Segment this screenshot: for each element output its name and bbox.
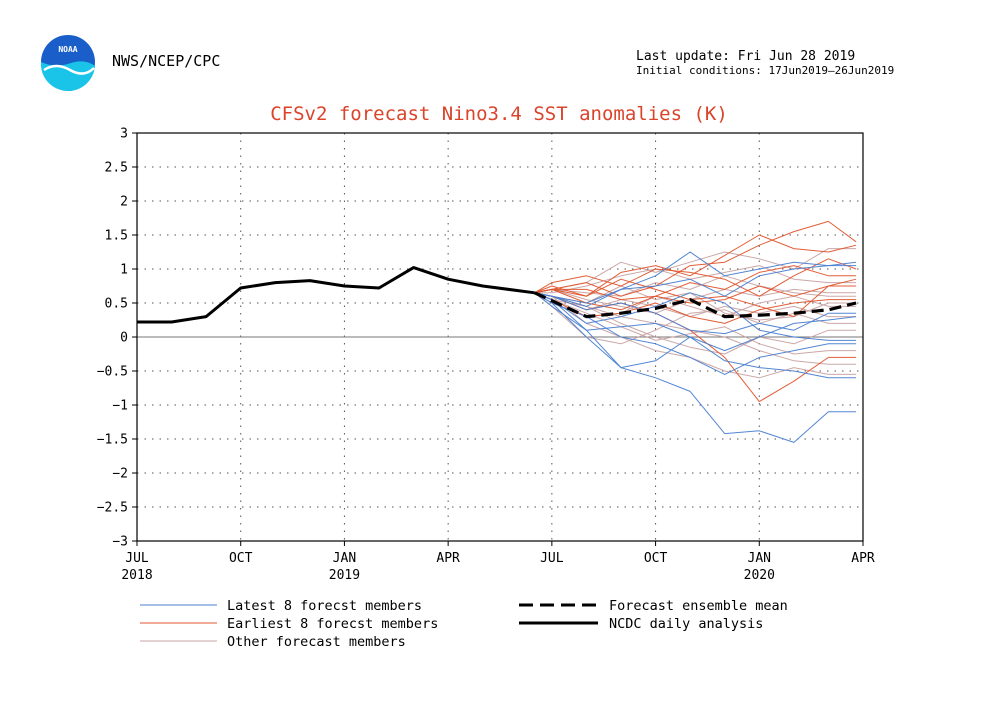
y-axis: 3 2.5 2 1.5 1 0.5 0 −0.5 −1 −1.5 −2 −2.5 −3 <box>97 127 137 550</box>
y-tick-label-0: 3 <box>120 127 128 142</box>
y-tick-label-7: −0.5 <box>97 365 128 380</box>
x-tick-label-0: JUL <box>125 551 149 566</box>
initial-conditions: Initial conditions: 17Jun2019—26Jun2019 <box>636 64 894 77</box>
x-tick-label-7: APR <box>851 551 875 566</box>
other-member-line-6 <box>534 292 857 345</box>
analysis-line <box>137 266 535 324</box>
latest-member-line-0 <box>534 292 857 443</box>
x-tick-label-5: OCT <box>644 551 668 566</box>
legend-label-other: Other forecast members <box>227 634 406 650</box>
noaa-logo: NOAA <box>40 35 95 92</box>
y-tick-label-12: −3 <box>112 535 128 550</box>
earliest-member-line-0 <box>534 220 857 297</box>
x-tick-label-6: JAN <box>748 551 771 566</box>
y-tick-label-5: 0.5 <box>105 297 128 312</box>
x-tick-label-3: APR <box>436 551 460 566</box>
ensemble-mean-line <box>533 291 857 319</box>
y-tick-label-3: 1.5 <box>105 229 128 244</box>
latest-member-line-7 <box>534 292 857 335</box>
other-member-line-9 <box>534 292 857 355</box>
y-tick-label-9: −1.5 <box>97 433 128 448</box>
earliest-member-line-2 <box>534 265 857 301</box>
legend-label-mean: Forecast ensemble mean <box>609 598 788 614</box>
x-tick-year-2: 2019 <box>329 568 360 583</box>
legend-label-earliest: Earliest 8 forecst members <box>227 616 438 632</box>
noaa-logo-text: NOAA <box>58 45 77 54</box>
legend-label-latest: Latest 8 forecst members <box>227 598 422 614</box>
y-tick-label-11: −2.5 <box>97 501 128 516</box>
earliest-member-line-4 <box>534 278 857 311</box>
x-tick-year-6: 2020 <box>744 568 775 583</box>
y-tick-label-2: 2 <box>120 195 128 210</box>
y-tick-label-1: 2.5 <box>105 161 128 176</box>
latest-member-line-5 <box>534 265 857 304</box>
earliest-member-line-1 <box>534 234 857 297</box>
earliest-member-line-5 <box>534 258 857 297</box>
org-label: NWS/NCEP/CPC <box>112 52 220 70</box>
chart-title: CFSv2 forecast Nino3.4 SST anomalies (K) <box>270 103 728 125</box>
y-tick-label-8: −1 <box>112 399 128 414</box>
x-tick-label-4: JUL <box>540 551 564 566</box>
y-tick-label-10: −2 <box>112 467 128 482</box>
other-member-line-5 <box>534 275 857 297</box>
x-tick-year-0: 2018 <box>121 568 152 583</box>
x-tick-label-2: JAN <box>333 551 356 566</box>
x-axis: JUL 2018 OCT JAN 2019 APR JUL OCT JAN 2020 APR <box>121 541 875 583</box>
latest-member-line-3 <box>534 292 857 341</box>
y-tick-label-6: 0 <box>120 331 128 346</box>
legend-label-analysis: NCDC daily analysis <box>609 616 763 632</box>
latest-member-line-2 <box>534 251 857 307</box>
last-update: Last update: Fri Jun 28 2019 <box>636 49 855 64</box>
x-tick-label-1: OCT <box>229 551 253 566</box>
ensemble-mean-layer <box>533 291 857 319</box>
legend: Latest 8 forecst members Earliest 8 fore… <box>140 598 788 650</box>
latest-member-line-4 <box>534 292 857 352</box>
y-tick-label-4: 1 <box>120 263 128 278</box>
analysis-layer <box>137 266 535 324</box>
